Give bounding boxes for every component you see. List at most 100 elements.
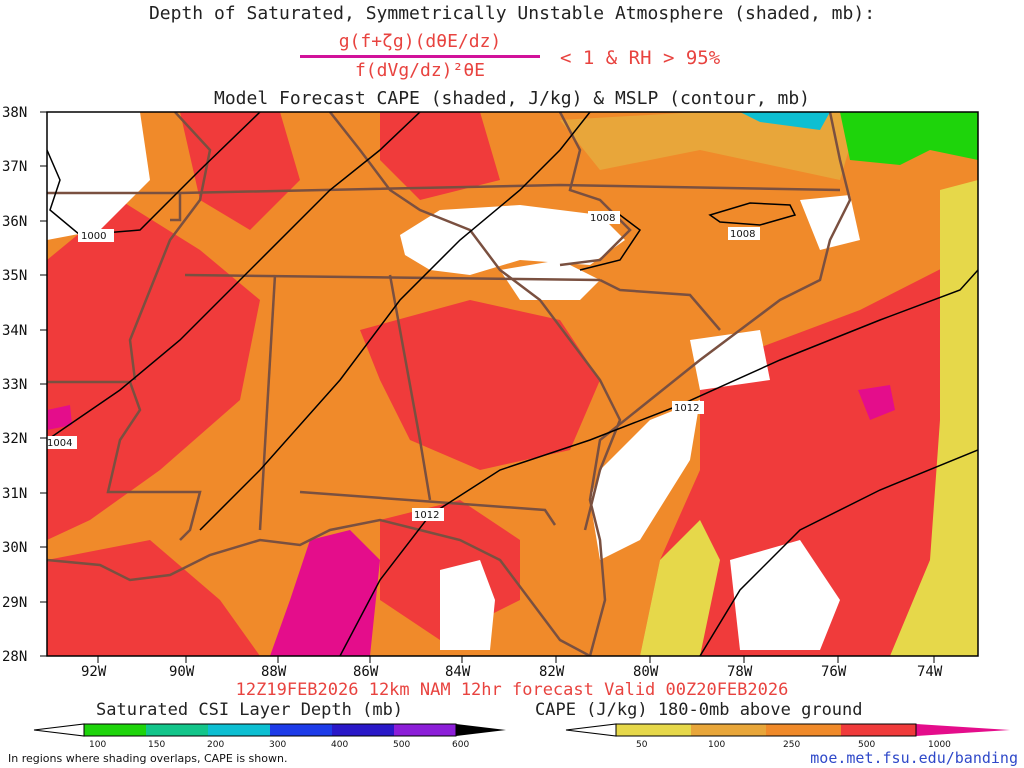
cape-wv-high xyxy=(380,112,500,200)
forecast-run-info: 12Z19FEB2026 12km NAM 12hr forecast Vali… xyxy=(235,680,789,700)
no-data-offshore xyxy=(590,400,700,560)
csi-colorbar: 100 150 200 300 400 500 600 xyxy=(33,723,506,750)
border-ga-sc xyxy=(329,112,622,531)
isobar-label-bg xyxy=(588,211,620,224)
cape-ocean-high xyxy=(640,250,978,656)
isobar-1016 xyxy=(699,449,978,656)
lat-label: 31N xyxy=(2,486,27,502)
csi-tick: 400 xyxy=(331,740,348,750)
csi-tick: 150 xyxy=(148,740,165,750)
no-data-coast xyxy=(690,330,770,390)
border-ms-al xyxy=(258,274,277,531)
cape-west-high xyxy=(47,200,260,540)
no-data-gulf xyxy=(440,560,495,650)
border-la-ms xyxy=(47,380,202,541)
csi-bar-segment xyxy=(208,724,270,736)
formula-numerator: g(f+ζg)(dθE/dz) xyxy=(338,31,502,52)
isobar-label-bg xyxy=(728,227,760,240)
csi-bar-segment xyxy=(332,724,394,736)
cape-colorbar: 50 100 250 500 1000 xyxy=(565,723,1010,750)
csi-bar-max-arrow xyxy=(456,724,506,736)
lon-label: 74W xyxy=(917,664,943,680)
lat-label: 36N xyxy=(2,214,27,230)
isobar-label-1008-east: 1008 xyxy=(730,229,755,240)
formula-condition: < 1 & RH > 95% xyxy=(560,47,721,69)
isobar-label-bg xyxy=(412,508,444,521)
cape-shading xyxy=(47,112,978,656)
cape-bar-segment xyxy=(691,724,766,736)
lon-label: 90W xyxy=(169,664,195,680)
csi-tick: 500 xyxy=(393,740,410,750)
isobar-label-1012-west: 1012 xyxy=(414,510,439,521)
longitude-axis: 92W 90W 88W 86W 84W 82W 80W 78W 76W 74W xyxy=(81,656,943,680)
cape-extreme-gulf xyxy=(270,530,380,656)
isobar-1004 xyxy=(47,112,421,441)
isobar-labels: 1000 1004 1008 1008 1012 1012 xyxy=(45,211,760,521)
lon-label: 84W xyxy=(445,664,471,680)
formula: g(f+ζg)(dθE/dz) f(dVg/dz)²θE xyxy=(300,30,540,83)
gulf-coastline xyxy=(47,518,591,656)
cape-ga-high xyxy=(360,300,600,470)
cape-yellow-sw xyxy=(640,520,720,656)
lon-label: 88W xyxy=(261,664,287,680)
coastline xyxy=(47,112,852,656)
border-mo-ar xyxy=(47,191,182,222)
csi-bar-segment xyxy=(394,724,456,736)
lon-label: 76W xyxy=(821,664,847,680)
border-fl xyxy=(299,490,557,526)
cape-tick: 50 xyxy=(636,740,648,750)
no-data-nw xyxy=(47,112,150,240)
latitude-axis: 38N 37N 36N 35N 34N 33N 32N 31N 30N 29N … xyxy=(2,105,47,665)
border-al-ga xyxy=(388,274,432,501)
isobar-1008-west xyxy=(199,112,591,531)
cape-bar-segment xyxy=(766,724,841,736)
lat-label: 32N xyxy=(2,431,27,447)
lat-label: 29N xyxy=(2,595,27,611)
cape-colorbar-title: CAPE (J/kg) 180-0mb above ground xyxy=(535,700,863,720)
isobar-label-1012-east: 1012 xyxy=(674,403,699,414)
title-main: Depth of Saturated, Symmetrically Unstab… xyxy=(148,3,876,24)
isobar-label-1004: 1004 xyxy=(47,438,72,449)
csi-bar-segment xyxy=(146,724,208,736)
cape-tick: 100 xyxy=(708,740,725,750)
formula-denominator: f(dVg/dz)²θE xyxy=(354,60,486,81)
lat-label: 37N xyxy=(2,159,27,175)
lat-label: 35N xyxy=(2,268,27,284)
cape-north-low xyxy=(560,112,860,180)
lon-label: 86W xyxy=(353,664,379,680)
lat-label: 28N xyxy=(2,649,27,665)
cape-tick: 250 xyxy=(783,740,800,750)
border-tn-ky-va-nc xyxy=(179,183,841,195)
shading-footnote: In regions where shading overlaps, CAPE … xyxy=(8,752,288,765)
atlantic-coastline xyxy=(588,112,852,656)
isobar-1012 xyxy=(339,269,978,656)
csi-bar-min-arrow xyxy=(33,723,85,737)
csi-shading-ne xyxy=(740,112,830,130)
csi-colorbar-title: Saturated CSI Layer Depth (mb) xyxy=(96,700,404,720)
csi-bar-segment xyxy=(270,724,332,736)
isobar-label-bg xyxy=(672,401,704,414)
mississippi-river xyxy=(128,112,212,381)
isobar-label-1008-mid: 1008 xyxy=(590,213,615,224)
no-data-appalachia xyxy=(400,205,625,275)
cape-ocean-low xyxy=(890,180,978,656)
csi-bar-frame xyxy=(83,723,457,737)
cape-ky-high xyxy=(180,112,300,230)
lat-label: 30N xyxy=(2,540,27,556)
isobar-label-1000: 1000 xyxy=(81,231,106,242)
cape-tick: 1000 xyxy=(928,740,951,750)
csi-shading-ne-green xyxy=(840,112,978,165)
cape-bar-min-arrow xyxy=(565,723,617,737)
border-tn-south xyxy=(184,273,601,282)
cape-extreme-atlantic xyxy=(858,385,895,420)
no-data-atlantic xyxy=(730,540,840,650)
cape-tick: 500 xyxy=(858,740,875,750)
cape-bar-max-arrow xyxy=(916,724,1010,736)
site-url-link[interactable]: moe.met.fsu.edu/banding xyxy=(810,749,1018,767)
csi-bar-segment xyxy=(84,724,146,736)
state-borders xyxy=(47,112,841,541)
csi-tick: 200 xyxy=(207,740,224,750)
isobar-1008-east xyxy=(708,202,797,226)
lon-label: 82W xyxy=(539,664,565,680)
